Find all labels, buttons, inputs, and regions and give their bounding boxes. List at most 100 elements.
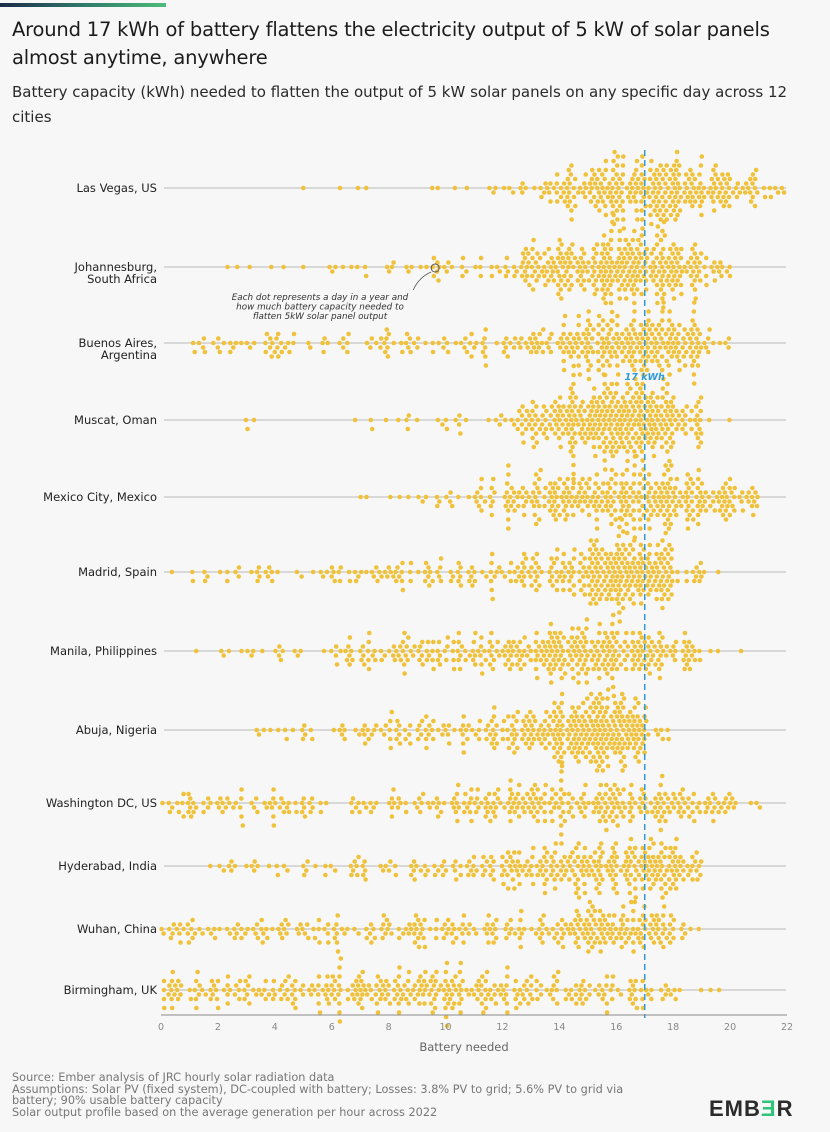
day-dot (432, 863, 437, 869)
day-dot (658, 727, 664, 733)
day-dot (558, 868, 564, 873)
day-dot (483, 987, 488, 993)
day-dot (391, 260, 396, 265)
day-dot (657, 675, 663, 681)
day-dot (405, 426, 411, 432)
day-dot (537, 490, 542, 495)
day-dot (437, 653, 443, 658)
day-dot (292, 987, 298, 993)
day-dot (586, 863, 592, 869)
day-dot (570, 926, 576, 932)
day-dot (631, 508, 636, 513)
day-dot (531, 503, 537, 509)
day-dot (555, 255, 561, 261)
day-dot (652, 440, 657, 445)
day-dot (594, 399, 600, 405)
day-dot (573, 845, 579, 851)
day-dot (628, 278, 633, 283)
day-dot (598, 805, 604, 810)
day-dot (608, 282, 613, 288)
day-dot (595, 657, 601, 663)
day-dot (443, 868, 449, 873)
day-dot (233, 569, 238, 575)
day-dot (657, 260, 663, 265)
day-dot (607, 639, 612, 645)
day-dot (613, 872, 619, 878)
day-dot (349, 648, 354, 654)
day-dot (264, 805, 270, 810)
day-dot (658, 782, 663, 788)
day-dot (589, 639, 595, 645)
day-dot (630, 723, 635, 728)
day-dot (534, 630, 539, 636)
day-dot (609, 666, 615, 672)
day-dot (489, 512, 495, 518)
day-dot (697, 331, 703, 337)
day-dot (576, 322, 581, 328)
day-dot (581, 644, 586, 649)
day-dot (575, 345, 580, 350)
day-dot (429, 185, 435, 191)
day-dot (594, 648, 600, 654)
day-dot (566, 745, 572, 751)
day-dot (392, 657, 398, 663)
day-dot (582, 845, 588, 851)
day-dot (512, 886, 517, 891)
day-dot (557, 273, 562, 279)
day-dot (692, 578, 697, 584)
day-dot (587, 547, 593, 552)
day-dot (379, 574, 384, 579)
day-dot (663, 890, 669, 896)
day-dot (427, 723, 432, 728)
day-dot (449, 931, 455, 936)
day-dot (476, 736, 482, 742)
day-dot (404, 264, 409, 270)
day-dot (723, 481, 729, 486)
day-dot (651, 508, 656, 513)
day-dot (694, 565, 699, 570)
day-dot (480, 569, 485, 575)
day-dot (571, 422, 576, 427)
day-dot (302, 814, 308, 819)
day-dot (623, 336, 629, 341)
day-dot (608, 199, 614, 204)
day-dot (604, 1001, 610, 1006)
day-dot (660, 282, 666, 288)
day-dot (624, 404, 629, 409)
day-dot (334, 940, 340, 945)
day-dot (494, 723, 499, 728)
day-dot (721, 203, 727, 209)
day-dot (473, 662, 478, 667)
day-dot (667, 485, 673, 491)
day-dot (671, 296, 677, 301)
day-dot (669, 422, 674, 427)
day-dot (632, 863, 637, 869)
day-dot (601, 426, 607, 432)
day-dot (716, 499, 722, 504)
day-dot (630, 340, 636, 346)
day-dot (460, 273, 465, 279)
day-dot (561, 931, 567, 936)
day-dot (324, 983, 329, 988)
day-dot (634, 868, 639, 873)
x-axis-title: Battery needed (419, 1040, 508, 1054)
day-dot (279, 983, 285, 988)
day-dot (711, 340, 716, 346)
day-dot (752, 203, 758, 209)
day-dot (408, 578, 414, 584)
city-label: Madrid, Spain (78, 565, 157, 579)
day-dot (386, 868, 392, 873)
day-dot (232, 863, 238, 869)
day-dot (503, 345, 509, 350)
day-dot (489, 630, 494, 636)
day-dot (528, 657, 534, 663)
day-dot (531, 345, 537, 350)
day-dot (578, 551, 584, 557)
day-dot (542, 644, 548, 649)
day-dot (418, 264, 424, 270)
day-dot (518, 185, 523, 191)
day-dot (654, 596, 659, 602)
day-dot (587, 322, 593, 328)
day-dot (687, 814, 692, 819)
day-dot (622, 763, 628, 769)
